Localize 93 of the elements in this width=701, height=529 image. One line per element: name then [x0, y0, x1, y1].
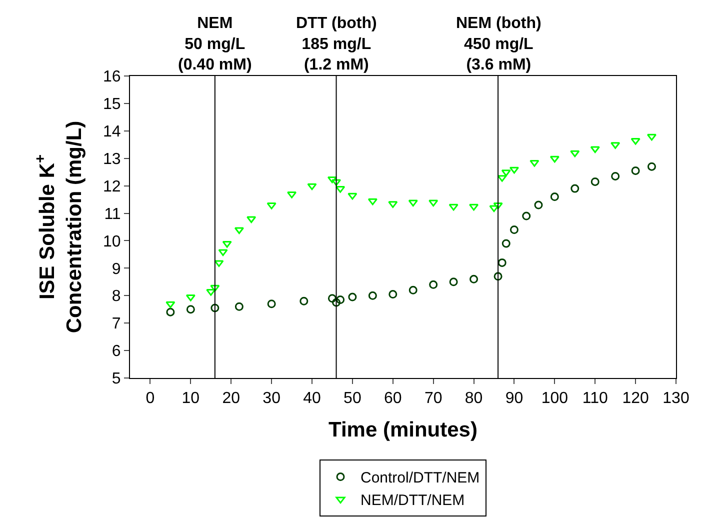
point: [468, 204, 479, 211]
point: [497, 175, 507, 182]
y-tick-label: 9: [112, 260, 121, 278]
y-tick-label: 5: [112, 370, 121, 388]
point: [210, 304, 220, 312]
x-tick-label: 110: [582, 390, 608, 408]
y-tick-label: 10: [103, 233, 121, 250]
point: [336, 296, 345, 304]
point: [489, 205, 499, 212]
point: [429, 280, 438, 289]
point: [186, 294, 196, 302]
legend-label: Control/DTT/NEM: [360, 470, 480, 487]
point: [332, 298, 341, 307]
x-axis-title: Time (minutes): [328, 418, 478, 442]
point: [590, 177, 600, 186]
point: [246, 216, 256, 224]
x-tick-label: 90: [505, 390, 524, 408]
point: [388, 201, 398, 208]
x-tick-label: 20: [222, 390, 240, 408]
y-tick-label: 16: [103, 68, 121, 86]
x-tick-label: 70: [424, 390, 442, 408]
point: [234, 302, 244, 311]
y-tick-label: 8: [112, 288, 121, 306]
point: [428, 200, 438, 207]
point: [534, 200, 543, 210]
point: [210, 284, 220, 292]
point: [493, 202, 503, 210]
x-tick-label: 50: [344, 390, 362, 408]
point: [368, 198, 378, 206]
point: [266, 202, 276, 210]
point: [448, 204, 458, 211]
point: [222, 240, 232, 248]
point: [328, 294, 336, 303]
point: [300, 296, 308, 306]
point: [336, 186, 346, 193]
x-tick-label: 120: [622, 390, 650, 408]
point: [388, 290, 398, 299]
x-tick-label: 10: [182, 390, 200, 408]
y-axis-title: ISE Soluble K$^{+}$ Concentration (mg/L): [33, 120, 86, 334]
point: [234, 227, 244, 234]
point: [501, 170, 511, 176]
point: [646, 134, 657, 141]
x-tick-label: 30: [262, 390, 281, 408]
point: [550, 156, 560, 163]
point: [522, 212, 531, 220]
point: [408, 286, 418, 294]
point: [348, 192, 358, 200]
x-tick-label: 100: [541, 390, 568, 408]
point: [166, 308, 175, 316]
point: [590, 146, 600, 153]
ref-line-label: NEM (both) 450 mg/L (3.6 mM): [456, 15, 542, 74]
x-tick-label: 0: [146, 390, 155, 408]
point: [408, 200, 418, 207]
ref-line-label: NEM 50 mg/L (0.40 mM): [178, 15, 252, 74]
point: [509, 166, 520, 174]
point: [368, 291, 377, 300]
point: [206, 289, 216, 296]
y-tick-label: 7: [112, 316, 121, 333]
x-tick-label: 130: [662, 390, 690, 408]
point: [502, 239, 510, 248]
point: [470, 274, 478, 284]
point: [214, 260, 224, 267]
point: [166, 301, 176, 308]
point: [498, 258, 506, 267]
point: [530, 160, 540, 167]
point: [610, 142, 620, 149]
point: [449, 278, 458, 286]
point: [647, 162, 656, 171]
ref-line-label: DTT (both) 185 mg/L (1.2 mM): [296, 15, 377, 74]
point: [630, 138, 640, 145]
point: [307, 183, 317, 190]
y-tick-label: 14: [103, 124, 121, 141]
point: [327, 176, 338, 184]
x-tick-label: 60: [384, 390, 402, 408]
point: [570, 150, 580, 158]
point: [550, 192, 559, 202]
y-tick-label: 6: [112, 343, 121, 360]
point: [348, 292, 357, 302]
x-tick-label: 40: [303, 390, 321, 408]
point: [218, 249, 228, 256]
point: [494, 272, 502, 281]
point: [631, 166, 640, 175]
point: [611, 172, 620, 180]
y-tick-label: 13: [103, 150, 121, 168]
x-tick-label: 80: [464, 390, 483, 408]
y-tick-label: 12: [103, 178, 121, 196]
legend-label: NEM/DTT/NEM: [360, 492, 465, 510]
point: [186, 305, 195, 314]
point: [267, 300, 276, 308]
point: [510, 226, 518, 234]
y-tick-label: 11: [104, 206, 121, 223]
point: [570, 184, 580, 193]
y-tick-label: 15: [103, 96, 121, 114]
